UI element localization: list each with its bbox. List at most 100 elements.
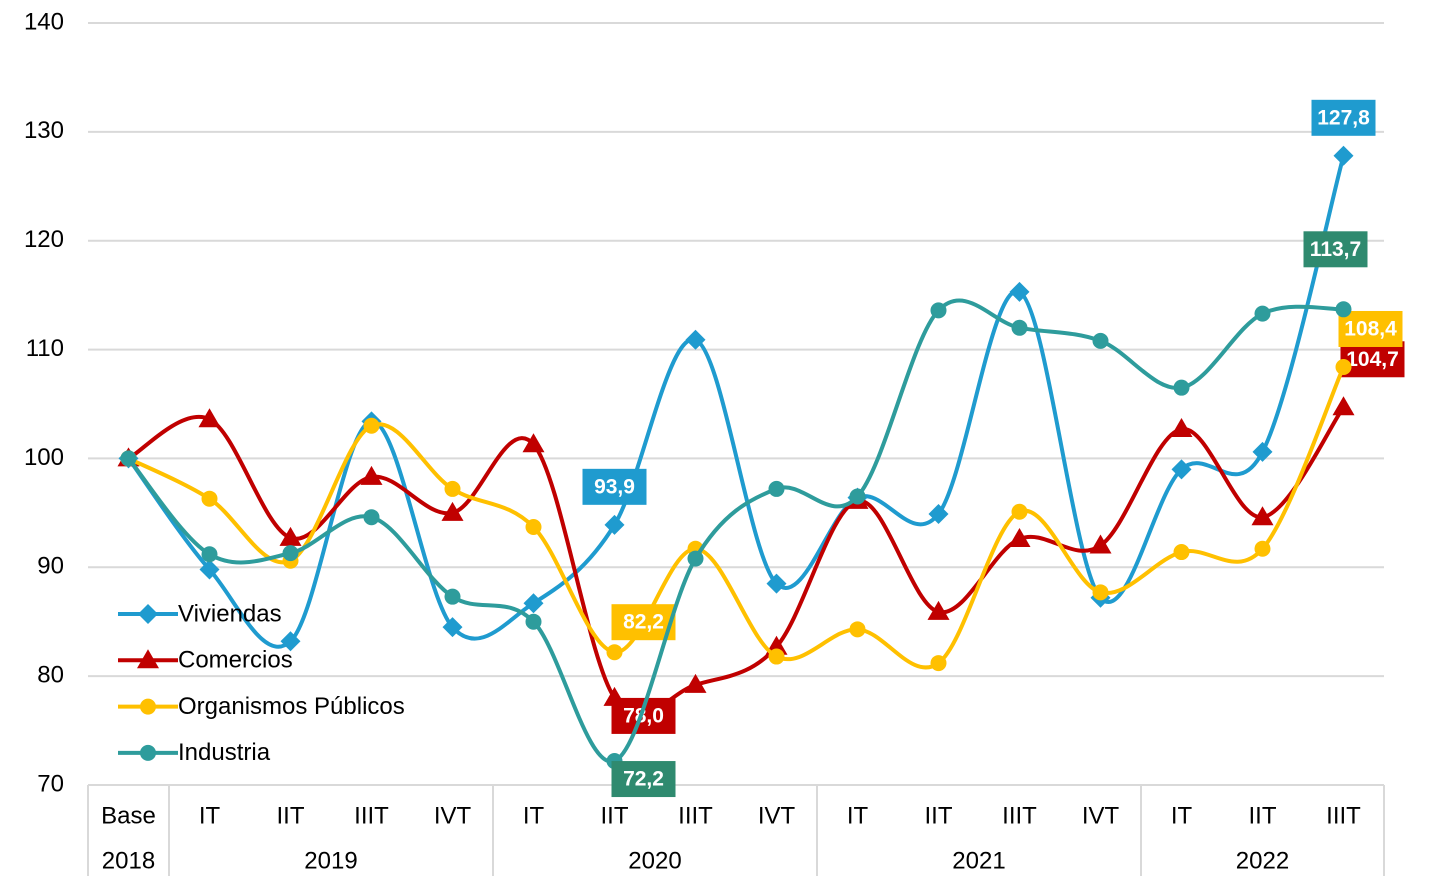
marker	[930, 302, 947, 319]
x-tick-label: IT	[523, 802, 545, 829]
marker	[140, 698, 156, 715]
x-tick-label: IVT	[758, 802, 796, 829]
y-tick-label: 140	[24, 8, 64, 35]
marker	[1251, 506, 1274, 526]
value-label: 72,2	[611, 761, 676, 798]
x-tick-label: IIIT	[1002, 802, 1037, 829]
y-tick-label: 100	[24, 444, 64, 471]
legend-label: Viviendas	[178, 600, 282, 627]
series-line	[126, 155, 1346, 649]
marker	[768, 648, 785, 665]
y-tick-label: 80	[37, 661, 64, 688]
value-label-box	[611, 761, 676, 798]
marker	[1170, 418, 1193, 438]
x-tick-label: IIT	[1249, 802, 1277, 829]
marker	[279, 526, 302, 546]
x-tick-label: IVT	[434, 802, 472, 829]
marker	[684, 673, 707, 693]
x-tick-label: IT	[1171, 802, 1193, 829]
marker	[138, 604, 158, 624]
x-tick-label: IIT	[925, 802, 953, 829]
marker	[441, 501, 464, 521]
x-tick-label: IIIT	[354, 802, 389, 829]
marker	[1333, 145, 1354, 166]
marker	[849, 621, 866, 638]
value-label: 108,4	[1338, 310, 1403, 347]
x-tick-label: IVT	[1082, 802, 1120, 829]
y-tick-label: 130	[24, 117, 64, 144]
value-label-box	[582, 468, 647, 505]
marker	[522, 433, 545, 453]
value-label-text: 78,0	[623, 704, 664, 727]
series-line	[127, 406, 1346, 717]
value-label-text: 82,2	[623, 611, 664, 634]
y-tick-label: 70	[37, 770, 64, 797]
marker	[1171, 459, 1192, 480]
marker	[1254, 305, 1271, 322]
marker	[1011, 319, 1028, 336]
marker	[201, 490, 218, 507]
x-group-label: 2018	[102, 847, 155, 874]
x-tick-label: IT	[847, 802, 869, 829]
marker	[1009, 281, 1030, 302]
value-label-text: 108,4	[1344, 318, 1397, 341]
marker	[927, 600, 950, 620]
x-group-label: 2022	[1236, 847, 1289, 874]
marker	[199, 559, 220, 580]
marker	[1335, 301, 1352, 318]
marker	[525, 519, 542, 536]
marker	[280, 631, 301, 652]
marker	[1252, 441, 1273, 462]
marker	[1173, 544, 1190, 561]
x-tick-label: Base	[101, 802, 156, 829]
marker	[849, 488, 866, 505]
marker	[1008, 527, 1031, 547]
x-tick-label: IIT	[601, 802, 629, 829]
x-group-label: 2021	[952, 847, 1005, 874]
x-group-label: 2020	[628, 847, 681, 874]
marker	[687, 550, 704, 567]
value-label-box	[1303, 231, 1368, 268]
y-tick-label: 110	[26, 335, 64, 362]
marker	[685, 329, 706, 350]
legend-label: Industria	[178, 739, 271, 766]
marker	[140, 744, 156, 761]
marker	[360, 465, 383, 485]
x-tick-label: IIT	[277, 802, 305, 829]
marker	[1335, 358, 1352, 375]
value-label: 93,9	[582, 468, 647, 505]
marker	[1089, 534, 1112, 554]
marker	[282, 545, 299, 562]
marker	[444, 480, 461, 497]
y-tick-label: 90	[37, 553, 64, 580]
x-tick-label: IT	[199, 802, 221, 829]
marker	[768, 480, 785, 497]
marker	[1332, 396, 1355, 416]
value-label-text: 104,7	[1346, 348, 1399, 371]
x-tick-label: IIIT	[678, 802, 713, 829]
marker	[442, 617, 463, 638]
marker	[201, 546, 218, 563]
value-label: 113,7	[1303, 231, 1368, 268]
x-group-label: 2019	[304, 847, 357, 874]
marker	[604, 514, 625, 535]
marker	[1011, 503, 1028, 520]
value-label-box	[1340, 341, 1405, 378]
marker	[120, 450, 137, 467]
y-tick-label: 120	[24, 226, 64, 253]
x-tick-label: IIIT	[1326, 802, 1361, 829]
marker	[930, 655, 947, 672]
marker	[137, 649, 159, 669]
series-line	[127, 366, 1346, 670]
legend-label: Organismos Públicos	[178, 693, 405, 720]
value-label: 127,8	[1311, 99, 1376, 136]
value-label-text: 93,9	[594, 475, 635, 498]
marker	[1092, 332, 1109, 349]
value-label-box	[1311, 99, 1376, 136]
marker	[766, 573, 787, 594]
marker	[363, 417, 380, 434]
marker	[198, 408, 221, 428]
value-label-box	[1338, 310, 1403, 347]
marker	[1173, 379, 1190, 396]
